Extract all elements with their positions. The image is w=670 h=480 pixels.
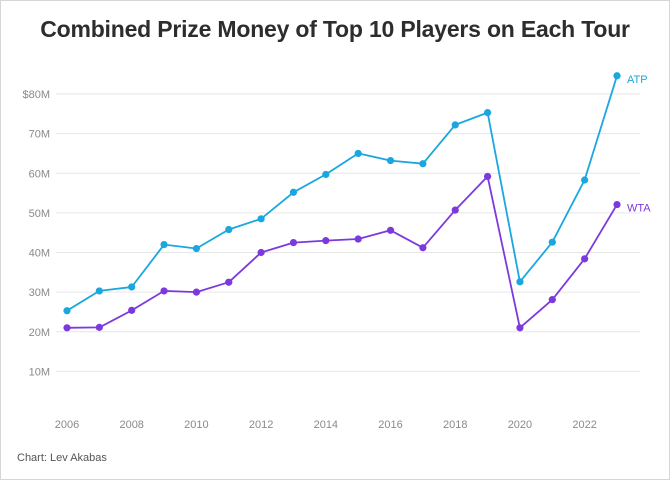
y-tick-label: 10M [29,366,50,378]
chart-credit: Chart: Lev Akabas [17,452,107,464]
data-point-atp [192,244,201,253]
y-tick-label: 60M [29,168,50,180]
x-tick-label: 2020 [508,419,532,431]
x-tick-label: 2010 [184,419,208,431]
series-labels: ATP WTA [627,74,651,215]
series-label-atp: ATP [627,74,648,86]
y-tick-label: 40M [29,248,50,260]
data-point-atp [548,238,556,246]
x-tick-label: 2018 [443,419,467,431]
data-point-atp [257,215,265,223]
x-tick-label: 2006 [55,419,79,431]
data-point-atp [95,287,103,295]
data-point-wta [322,237,330,245]
y-tick-label: $80M [22,89,50,101]
data-point-wta [451,206,459,214]
series-group [63,72,621,332]
data-point-wta [516,324,524,332]
data-point-atp [581,176,589,184]
data-point-wta [192,288,201,296]
series-line-wta [66,175,618,329]
series-line-atp [66,75,618,312]
series-label-wta: WTA [627,203,651,215]
data-point-atp [613,72,621,80]
data-point-wta [581,255,589,263]
x-tick-label: 2022 [572,419,596,431]
data-point-wta [483,172,492,181]
data-point-wta [128,306,136,314]
data-point-wta [289,238,298,247]
chart-title: Combined Prize Money of Top 10 Players o… [40,16,630,42]
data-point-atp [128,283,136,291]
series-atp [63,72,621,315]
data-point-atp [225,225,233,234]
data-point-wta [160,287,168,295]
x-tick-label: 2014 [314,419,338,431]
data-point-wta [257,248,265,257]
data-point-atp [63,307,71,315]
x-axis-ticks: 2006 2008 2010 2012 2014 2016 2018 2020 2022 [55,419,597,431]
data-point-atp [516,278,524,286]
data-point-wta [386,226,395,234]
y-tick-label: 50M [29,208,50,220]
data-point-atp [483,109,492,117]
x-tick-label: 2012 [249,419,273,431]
y-axis-ticks: 10M 20M 30M 40M 50M 60M 70M $80M [22,89,50,378]
data-point-wta [354,235,362,243]
data-point-wta [225,278,233,286]
x-tick-label: 2008 [119,419,143,431]
data-point-atp [322,170,330,179]
data-point-wta [613,200,621,209]
data-point-wta [63,324,71,332]
y-tick-label: 30M [29,287,50,299]
y-tick-label: 20M [29,327,50,339]
data-point-atp [451,121,459,129]
data-point-atp [289,188,298,196]
data-point-atp [419,160,427,168]
data-point-wta [548,296,556,304]
data-point-atp [354,149,362,158]
data-point-wta [95,323,103,331]
series-wta [63,172,621,332]
y-tick-label: 70M [29,129,50,141]
grid-lines [56,93,640,372]
data-point-wta [419,244,427,252]
data-point-atp [386,156,395,165]
x-tick-label: 2016 [378,419,402,431]
data-point-atp [160,240,168,249]
